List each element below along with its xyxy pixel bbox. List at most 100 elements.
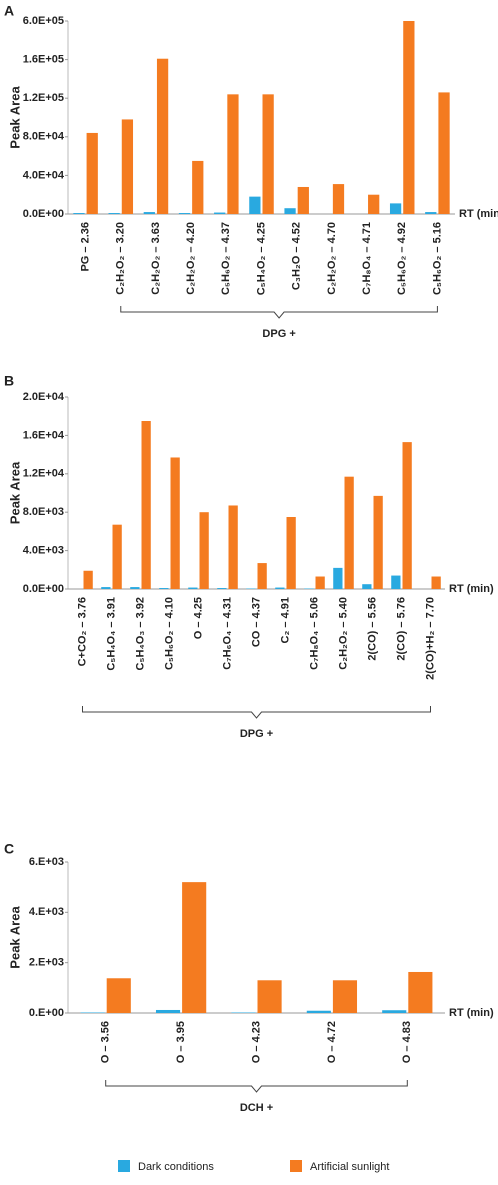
x-tick-label: C₅H₆O₂ – 5.16 — [431, 222, 443, 295]
legend-label: Dark conditions — [138, 1161, 214, 1173]
bar — [182, 882, 207, 1013]
bar — [275, 587, 285, 589]
bar — [121, 119, 134, 214]
bar — [228, 505, 238, 589]
x-tick-label: O – 4.72 — [326, 1021, 338, 1063]
y-tick-label: 8.0E+04 — [23, 131, 65, 143]
bar — [344, 476, 354, 589]
x-tick-label: C₅H₄O₄ – 3.91 — [105, 597, 117, 671]
x-tick-label: 2(CO)+H₂ – 7.70 — [424, 597, 436, 680]
bar — [227, 94, 239, 214]
y-tick-label: 0.0E+00 — [23, 208, 64, 220]
bar — [391, 575, 401, 589]
bar — [362, 584, 372, 589]
x-tick-label: O – 4.23 — [250, 1021, 262, 1063]
y-axis-title: Peak Area — [7, 86, 22, 149]
bar — [101, 587, 111, 589]
bar — [403, 21, 415, 214]
bar — [402, 442, 412, 589]
bar — [425, 212, 437, 214]
x-tick-label: C₃H₂O – 4.52 — [291, 222, 303, 290]
group-label: DPG + — [240, 728, 273, 740]
bar — [315, 576, 325, 589]
bar — [284, 208, 296, 214]
bar — [333, 567, 343, 589]
bar — [143, 212, 155, 214]
y-tick-label: 8.0E+03 — [23, 506, 64, 518]
bar — [178, 213, 191, 214]
x-tick-label: O – 3.95 — [175, 1021, 187, 1063]
bar — [199, 512, 209, 589]
group-label: DCH + — [240, 1102, 273, 1114]
bar — [170, 457, 180, 589]
y-tick-label: 2.E+03 — [29, 957, 64, 969]
x-tick-label: C₅H₆O₂ – 4.37 — [220, 222, 232, 295]
group-brace — [82, 706, 431, 719]
x-tick-label: C₅H₆O₂ – 4.10 — [163, 597, 175, 670]
x-tick-label: PG – 2.36 — [79, 222, 91, 272]
bar — [156, 58, 169, 214]
bar — [438, 92, 450, 214]
panel-letter: A — [4, 3, 14, 19]
bar — [306, 1010, 331, 1013]
bar — [408, 971, 433, 1013]
x-tick-label: C₂H₂O₂ – 4.20 — [185, 222, 197, 295]
bar — [368, 194, 380, 214]
bar — [83, 570, 93, 589]
y-tick-label: 6.E+03 — [29, 856, 64, 868]
y-tick-label: 4.0E+04 — [23, 169, 65, 181]
bar — [80, 1012, 105, 1013]
bar — [159, 588, 169, 589]
bar — [192, 160, 204, 214]
x-tick-label: C₇H₈O₄ – 4.71 — [361, 222, 373, 295]
bar — [141, 421, 151, 589]
panel-letter: C — [4, 841, 14, 857]
x-tick-label: O – 4.83 — [401, 1021, 413, 1063]
x-axis-title: RT (min) — [459, 208, 498, 220]
bar — [257, 563, 267, 589]
x-tick-label: C₅H₄O₃ – 3.92 — [134, 597, 146, 670]
y-tick-label: 1.6E+04 — [23, 429, 65, 441]
x-tick-label: C₇H₆O₄ – 4.31 — [221, 597, 233, 670]
x-axis-title: RT (min) — [449, 1007, 494, 1019]
bar — [112, 524, 122, 589]
bar — [431, 576, 441, 589]
group-brace — [105, 1080, 408, 1093]
bar — [257, 980, 282, 1013]
x-axis-title: RT (min) — [449, 583, 494, 595]
bar — [217, 588, 227, 589]
x-tick-label: C₂H₂O₂ – 3.20 — [115, 222, 127, 295]
bar — [108, 213, 120, 214]
bar — [389, 203, 402, 214]
x-tick-label: 2(CO) – 5.76 — [395, 597, 407, 661]
x-tick-label: O – 3.56 — [100, 1021, 112, 1063]
y-tick-label: 6.0E+05 — [23, 15, 64, 27]
bar — [214, 212, 226, 214]
bar — [231, 1012, 256, 1013]
x-tick-label: C₂H₂O₂ – 3.63 — [150, 222, 162, 295]
y-axis-title: Peak Area — [7, 461, 22, 524]
y-tick-label: 1.2E+04 — [23, 468, 65, 480]
legend-swatch — [118, 1160, 130, 1172]
x-tick-label: C₂H₂O₂ – 5.40 — [337, 597, 349, 670]
bar — [188, 587, 198, 589]
y-tick-label: 0.0E+00 — [23, 583, 64, 595]
y-tick-label: 0.E+00 — [29, 1007, 64, 1019]
x-tick-label: C+CO₂ – 3.76 — [76, 597, 88, 666]
bar — [249, 196, 261, 214]
bar — [286, 517, 296, 589]
x-tick-label: 2(CO) – 5.56 — [366, 597, 378, 661]
group-brace — [120, 306, 438, 319]
y-tick-label: 1.6E+05 — [23, 54, 64, 66]
y-tick-label: 2.0E+04 — [23, 391, 65, 403]
x-tick-label: O – 4.25 — [192, 597, 204, 639]
bar — [130, 587, 140, 589]
x-tick-label: CO – 4.37 — [250, 597, 262, 647]
group-label: DPG + — [262, 328, 295, 340]
bar — [73, 213, 85, 214]
bar — [382, 1010, 407, 1013]
legend-label: Artificial sunlight — [310, 1161, 389, 1173]
y-tick-label: 4.E+03 — [29, 906, 64, 918]
bar — [86, 132, 98, 214]
